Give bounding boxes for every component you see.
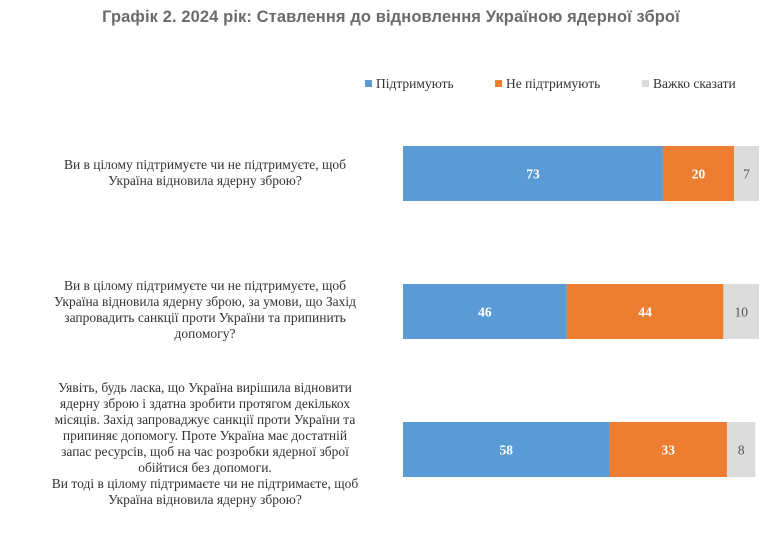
data-label-not-support-2: 44	[638, 305, 652, 320]
data-label-support-1: 73	[526, 167, 540, 182]
bar-hard-to-say-1	[734, 146, 759, 201]
legend-item-not-support: Не підтримують	[495, 76, 600, 92]
bar-not-support-2	[566, 284, 724, 339]
data-label-support-3: 58	[499, 443, 513, 458]
legend-label-support: Підтримують	[376, 76, 454, 91]
bar-not-support-1	[662, 146, 735, 201]
data-label-hard-to-say-3: 8	[738, 443, 745, 458]
legend-item-support: Підтримують	[365, 76, 454, 92]
bar-support-2	[403, 284, 567, 339]
bar-support-3	[403, 422, 610, 477]
question-label-1: Ви в цілому підтримуєте чи не підтримуєт…	[63, 157, 347, 188]
question-label-2: Ви в цілому підтримуєте чи не підтримуєт…	[54, 278, 356, 341]
question-label-3: Уявіть, будь ласка, що Україна вирішила …	[51, 380, 359, 507]
data-label-not-support-3: 33	[661, 443, 675, 458]
legend-swatch-support	[365, 80, 372, 87]
bar-hard-to-say-3	[726, 422, 756, 477]
data-label-support-2: 46	[478, 305, 492, 320]
legend-label-hard-to-say: Важко сказати	[653, 76, 736, 91]
legend-label-not-support: Не підтримують	[506, 76, 601, 91]
legend-swatch-not-support	[495, 80, 502, 87]
data-label-hard-to-say-2: 10	[734, 305, 748, 320]
bar-support-1	[403, 146, 663, 201]
bar-not-support-3	[609, 422, 727, 477]
legend-swatch-hard-to-say	[642, 80, 649, 87]
data-label-not-support-1: 20	[692, 167, 706, 182]
data-label-hard-to-say-1: 7	[743, 167, 750, 182]
bar-hard-to-say-2	[723, 284, 759, 339]
chart-title: Графік 2. 2024 рік: Ставлення до відновл…	[102, 8, 680, 26]
legend-item-hard-to-say: Важко сказати	[642, 76, 736, 92]
